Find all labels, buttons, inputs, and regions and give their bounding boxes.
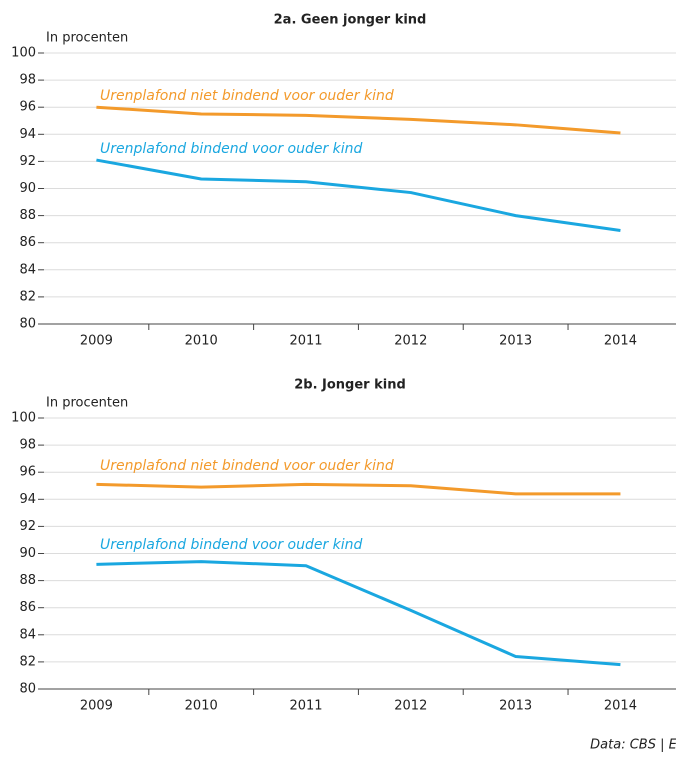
x-tick-label: 2010 — [185, 699, 218, 714]
x-tick-label: 2013 — [499, 699, 532, 714]
chart-title: 2b. Jonger kind — [294, 378, 406, 393]
series-label: Urenplafond niet bindend voor ouder kind — [100, 458, 394, 474]
y-tick-label: 94 — [19, 492, 36, 507]
series-label: Urenplafond niet bindend voor ouder kind — [100, 88, 394, 104]
y-tick-label: 92 — [19, 154, 36, 169]
x-tick-label: 2013 — [499, 334, 532, 349]
series-line — [96, 105, 621, 135]
y-tick-label: 88 — [19, 208, 36, 223]
chart-title: 2a. Geen jonger kind — [274, 13, 427, 28]
y-tick-label: 98 — [19, 73, 36, 88]
y-axis-label: In procenten — [46, 31, 128, 46]
y-tick-label: 86 — [19, 600, 36, 615]
series-line — [96, 560, 621, 667]
y-tick-label: 82 — [19, 654, 36, 669]
y-tick-label: 80 — [19, 682, 36, 697]
y-tick-label: 98 — [19, 438, 36, 453]
y-tick-label: 84 — [19, 262, 36, 277]
y-tick-label: 100 — [11, 411, 36, 426]
x-tick-label: 2014 — [604, 699, 637, 714]
y-tick-label: 100 — [11, 46, 36, 61]
series-line — [96, 158, 621, 232]
x-tick-label: 2009 — [80, 334, 113, 349]
source: Data: CBS | ESB — [590, 738, 676, 753]
y-tick-label: 88 — [19, 573, 36, 588]
y-tick-label: 96 — [19, 465, 36, 480]
x-tick-label: 2012 — [394, 699, 427, 714]
y-tick-label: 82 — [19, 289, 36, 304]
y-tick-label: 90 — [19, 181, 36, 196]
y-tick-label: 90 — [19, 546, 36, 561]
y-tick-label: 92 — [19, 519, 36, 534]
series-label: Urenplafond bindend voor ouder kind — [100, 537, 363, 553]
y-axis-label: In procenten — [46, 396, 128, 411]
y-tick-label: 94 — [19, 127, 36, 142]
y-tick-label: 86 — [19, 235, 36, 250]
series-label: Urenplafond bindend voor ouder kind — [100, 141, 363, 157]
x-tick-label: 2009 — [80, 699, 113, 714]
x-tick-label: 2010 — [185, 334, 218, 349]
y-tick-label: 84 — [19, 627, 36, 642]
series-line — [96, 482, 621, 496]
x-tick-label: 2014 — [604, 334, 637, 349]
x-tick-label: 2012 — [394, 334, 427, 349]
x-tick-label: 2011 — [289, 699, 322, 714]
y-tick-label: 96 — [19, 100, 36, 115]
y-tick-label: 80 — [19, 317, 36, 332]
x-tick-label: 2011 — [289, 334, 322, 349]
